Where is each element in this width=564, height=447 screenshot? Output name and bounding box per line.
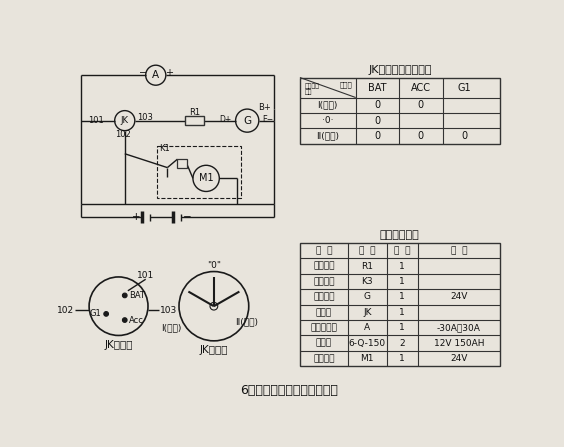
Text: G1: G1 bbox=[90, 309, 102, 318]
Text: 0: 0 bbox=[418, 100, 424, 110]
Text: I(充电): I(充电) bbox=[318, 101, 338, 110]
Text: 6-Q-150: 6-Q-150 bbox=[349, 339, 386, 348]
Text: BAT: BAT bbox=[129, 291, 146, 300]
Text: 充电电机: 充电电机 bbox=[313, 292, 334, 301]
Text: 1: 1 bbox=[399, 277, 405, 286]
Text: 蓄电池: 蓄电池 bbox=[316, 339, 332, 348]
Text: 接线端: 接线端 bbox=[340, 81, 352, 88]
Text: A: A bbox=[152, 70, 159, 80]
Text: 101: 101 bbox=[88, 116, 104, 125]
Text: M1: M1 bbox=[360, 354, 374, 363]
Text: BAT: BAT bbox=[368, 83, 387, 93]
Circle shape bbox=[122, 318, 127, 322]
Text: 名  称: 名 称 bbox=[316, 246, 332, 255]
Text: ACC: ACC bbox=[411, 83, 431, 93]
Text: E−: E− bbox=[263, 115, 274, 124]
Text: 数  量: 数 量 bbox=[394, 246, 411, 255]
Text: I(充电): I(充电) bbox=[161, 323, 182, 332]
Text: 电气元器件表: 电气元器件表 bbox=[380, 230, 420, 240]
Text: JK位置图: JK位置图 bbox=[200, 345, 228, 355]
Text: 101: 101 bbox=[137, 271, 155, 280]
Text: 0: 0 bbox=[418, 131, 424, 141]
Text: +: + bbox=[132, 212, 140, 222]
Text: G1: G1 bbox=[457, 83, 471, 93]
Text: 2: 2 bbox=[399, 339, 405, 348]
Text: 0: 0 bbox=[374, 100, 381, 110]
Text: R1: R1 bbox=[189, 109, 200, 118]
Text: 励磁电阻: 励磁电阻 bbox=[313, 261, 334, 271]
Text: 起动马达: 起动马达 bbox=[313, 354, 334, 363]
Circle shape bbox=[122, 293, 127, 298]
Text: 24V: 24V bbox=[450, 292, 468, 301]
Text: 12V 150AH: 12V 150AH bbox=[434, 339, 484, 348]
Text: 型  号: 型 号 bbox=[359, 246, 376, 255]
Bar bbox=[185, 116, 204, 125]
Text: +: + bbox=[165, 68, 173, 78]
Bar bbox=[178, 159, 187, 169]
Text: 103: 103 bbox=[137, 113, 153, 122]
Text: 24V: 24V bbox=[450, 354, 468, 363]
Text: D+: D+ bbox=[219, 115, 232, 124]
Text: K1: K1 bbox=[160, 144, 170, 153]
Text: 1: 1 bbox=[399, 261, 405, 271]
Text: −: − bbox=[183, 212, 192, 222]
Text: 1: 1 bbox=[399, 292, 405, 301]
Text: II(起动): II(起动) bbox=[316, 131, 340, 140]
Text: 通电状态
位置: 通电状态 位置 bbox=[305, 83, 320, 95]
Text: JK各位置通电状态图: JK各位置通电状态图 bbox=[368, 65, 431, 75]
Text: 0: 0 bbox=[374, 131, 381, 141]
Text: 参  数: 参 数 bbox=[451, 246, 467, 255]
Text: 1: 1 bbox=[399, 354, 405, 363]
Text: 0: 0 bbox=[461, 131, 467, 141]
Text: ·0·: ·0· bbox=[322, 116, 333, 125]
Text: 103: 103 bbox=[160, 306, 178, 315]
Text: JK: JK bbox=[363, 308, 372, 317]
Text: B+: B+ bbox=[258, 103, 271, 112]
Text: K3: K3 bbox=[362, 277, 373, 286]
Text: 102: 102 bbox=[56, 306, 73, 315]
Text: JK接线图: JK接线图 bbox=[104, 340, 133, 350]
Text: 102: 102 bbox=[116, 130, 131, 139]
Bar bbox=[300, 77, 500, 144]
Bar bbox=[157, 146, 241, 198]
Text: A: A bbox=[364, 323, 371, 332]
Text: M1: M1 bbox=[199, 173, 213, 183]
Text: 充电电流表: 充电电流表 bbox=[311, 323, 337, 332]
Text: G: G bbox=[243, 116, 252, 126]
Circle shape bbox=[104, 312, 108, 316]
Bar bbox=[300, 243, 500, 366]
Text: Acc: Acc bbox=[129, 316, 144, 325]
Text: R1: R1 bbox=[362, 261, 373, 271]
Text: 1: 1 bbox=[399, 308, 405, 317]
Text: 6缸机型起动系统线路示意图: 6缸机型起动系统线路示意图 bbox=[240, 384, 338, 396]
Text: G: G bbox=[364, 292, 371, 301]
Text: 电钥匙: 电钥匙 bbox=[316, 308, 332, 317]
Text: 1: 1 bbox=[399, 323, 405, 332]
Text: -30A～30A: -30A～30A bbox=[437, 323, 481, 332]
Text: 起动按钮: 起动按钮 bbox=[313, 277, 334, 286]
Text: 0: 0 bbox=[374, 116, 381, 126]
Text: −: − bbox=[139, 68, 147, 78]
Text: JK: JK bbox=[121, 116, 129, 125]
Text: "0": "0" bbox=[207, 261, 221, 270]
Text: II(起动): II(起动) bbox=[235, 317, 258, 326]
